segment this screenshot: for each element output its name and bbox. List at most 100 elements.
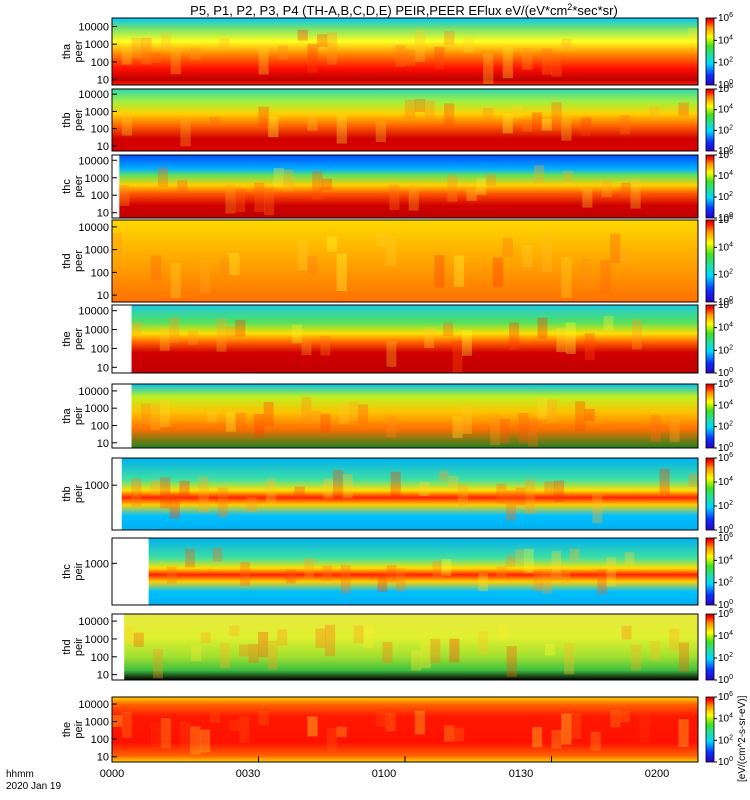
panel-frame bbox=[111, 537, 699, 606]
y-tick-label: 100 bbox=[91, 124, 109, 136]
spectrogram-texture bbox=[140, 403, 151, 424]
spectrogram-texture bbox=[180, 116, 191, 147]
spectrogram-texture bbox=[131, 478, 142, 507]
spectrogram-texture bbox=[240, 561, 250, 586]
spectrogram-texture bbox=[160, 477, 171, 509]
spectrogram-texture bbox=[600, 259, 611, 294]
panel-frame bbox=[111, 88, 699, 152]
spectrogram-texture bbox=[483, 53, 494, 84]
spectrogram-texture bbox=[219, 643, 230, 669]
spectrogram-texture bbox=[216, 318, 227, 352]
x-axis-label-date: 2020 Jan 19 bbox=[6, 781, 61, 792]
colorbar bbox=[705, 154, 715, 219]
spectrogram-texture bbox=[506, 646, 517, 678]
spectrogram-texture bbox=[620, 182, 631, 198]
spectrogram-texture bbox=[562, 170, 574, 182]
spectrogram-texture bbox=[323, 478, 334, 499]
spectrogram-texture bbox=[505, 555, 516, 567]
spectrogram-texture bbox=[339, 402, 350, 425]
spectrogram-texture bbox=[650, 414, 661, 442]
spectrogram-texture bbox=[522, 245, 533, 268]
spectrogram-texture bbox=[496, 566, 507, 577]
spectrogram-texture bbox=[294, 486, 305, 499]
spectrogram-texture bbox=[248, 644, 259, 663]
spectrogram-texture bbox=[265, 478, 276, 504]
spectrogram-texture bbox=[515, 487, 526, 506]
colorbar-tick-label: 106 bbox=[718, 691, 733, 703]
spectrogram-texture bbox=[377, 573, 388, 592]
spectrogram-texture bbox=[169, 317, 180, 344]
spectrogram-texture bbox=[561, 257, 572, 298]
colorbar-tick-label: 104 bbox=[718, 630, 733, 642]
spectrogram-texture bbox=[430, 638, 441, 663]
spectrogram-texture bbox=[225, 326, 236, 342]
spectrogram-texture bbox=[624, 552, 635, 565]
colorbar-tick-label: 102 bbox=[718, 57, 733, 69]
y-axis-label: thapeir bbox=[61, 406, 85, 425]
y-tick-label: 1000 bbox=[85, 106, 109, 118]
spectrogram-texture bbox=[395, 568, 406, 592]
y-tick-label: 1000 bbox=[85, 325, 109, 337]
spectrogram-texture bbox=[483, 108, 494, 121]
colorbar-tick-label: 104 bbox=[718, 476, 733, 488]
spectrogram-texture bbox=[297, 29, 308, 41]
colorbar bbox=[705, 537, 715, 606]
spectrogram-texture bbox=[375, 710, 386, 727]
spectrogram-texture bbox=[119, 184, 130, 206]
colorbar bbox=[705, 457, 715, 531]
spectrogram-texture bbox=[509, 322, 520, 351]
spectrogram-texture bbox=[678, 102, 689, 116]
spectrogram-texture bbox=[326, 236, 338, 252]
panel-thd-peir: thdpeir 10 100 1000 10000 100 102 104 106 bbox=[61, 608, 733, 686]
spectrogram-texture bbox=[321, 178, 333, 191]
spectrogram-texture bbox=[669, 415, 680, 443]
y-tick-label: 1000 bbox=[85, 39, 109, 51]
spectrogram-texture bbox=[560, 571, 571, 583]
spectrogram-texture bbox=[386, 565, 397, 583]
spectrogram-fill bbox=[121, 458, 699, 530]
x-axis: 0000 0030 0100 0130 0200 hhmm 2020 Jan 1… bbox=[6, 768, 669, 792]
spectrogram-texture bbox=[297, 240, 308, 271]
y-tick-label: 10 bbox=[97, 290, 109, 302]
spectrogram-texture bbox=[502, 113, 513, 134]
spectrogram-texture bbox=[533, 572, 543, 592]
panel-frame bbox=[111, 613, 699, 681]
spectrogram-texture bbox=[185, 548, 195, 568]
spectrogram-texture bbox=[419, 481, 430, 497]
spectrogram-texture bbox=[688, 28, 699, 41]
spectrogram-texture bbox=[157, 167, 169, 187]
colorbar-tick-label: 104 bbox=[718, 322, 733, 334]
spectrogram-texture bbox=[512, 105, 523, 118]
spectrogram-texture bbox=[386, 415, 397, 438]
spectrogram-texture bbox=[336, 253, 347, 291]
spectrogram-fill bbox=[112, 89, 698, 151]
spectrogram-texture bbox=[553, 480, 565, 502]
spectrogram-texture bbox=[190, 726, 201, 755]
spectrogram-texture bbox=[621, 625, 632, 640]
spectrogram-texture bbox=[358, 404, 369, 424]
y-tick-label: 10 bbox=[97, 670, 109, 682]
colorbar-tick-label: 100 bbox=[718, 674, 733, 686]
spectrogram-texture bbox=[170, 49, 181, 75]
spectrogram-texture bbox=[601, 180, 612, 198]
spectrogram-texture bbox=[528, 418, 539, 447]
y-tick-label: 10000 bbox=[78, 89, 109, 101]
spectrogram-texture bbox=[353, 625, 364, 644]
spectrogram-texture bbox=[390, 471, 401, 499]
spectrogram-texture bbox=[688, 473, 699, 487]
spectrogram-texture bbox=[452, 340, 463, 374]
panel-the-peir: thepeir 10 100 1000 10000 100 102 104 106 bbox=[61, 691, 733, 768]
y-tick-label: 10000 bbox=[78, 616, 109, 628]
spectrogram-texture bbox=[229, 625, 240, 637]
spectrogram-texture bbox=[525, 478, 536, 515]
x-tick-label: 0030 bbox=[236, 768, 260, 780]
y-tick-label: 10000 bbox=[78, 306, 109, 318]
spectrogram-texture bbox=[285, 569, 296, 584]
spectrogram-texture bbox=[229, 252, 240, 276]
spectrogram-texture bbox=[405, 99, 416, 119]
spectrogram-texture bbox=[151, 52, 162, 63]
chart-title: P5, P1, P2, P3, P4 (TH-A,B,C,D,E) PEIR,P… bbox=[190, 2, 618, 18]
